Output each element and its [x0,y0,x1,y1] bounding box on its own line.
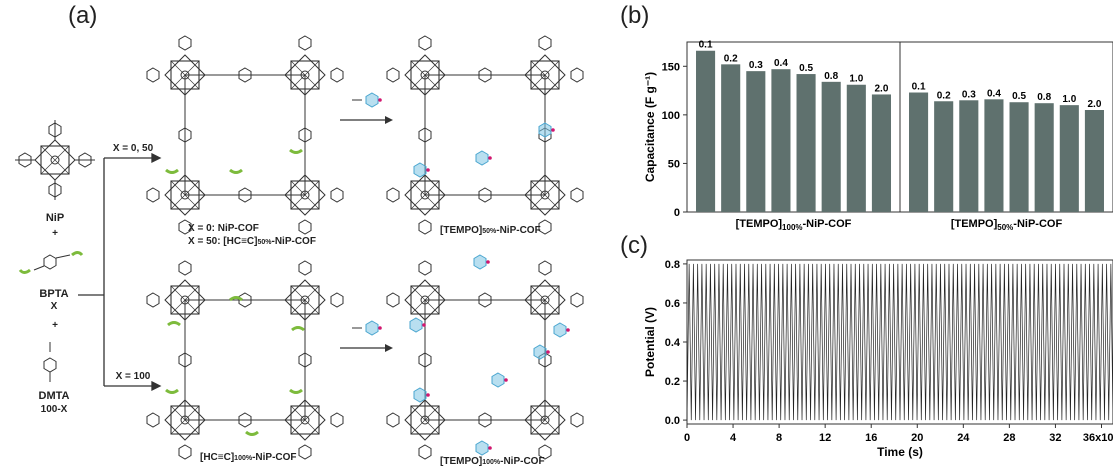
bar [1059,105,1079,212]
tempo-top-caption: [TEMPO]50%-NiP-COF [440,225,541,236]
y-tick-label: 0.4 [665,337,681,349]
cof-top-caption-2: X = 50: [HC≡C]50%-NiP-COF [188,236,316,247]
plus-sign-1: + [52,228,58,239]
bar [1084,110,1104,212]
panel-b-label: (b) [620,2,650,29]
click-arrow-bottom [340,320,393,352]
reaction-scheme [15,0,625,467]
bar [846,84,866,212]
group-label: [TEMPO]100%-NiP-COF [736,218,852,232]
click-arrow-top [340,92,393,124]
cof-top-caption-1: X = 0: NiP-COF [188,223,259,234]
bar [984,99,1004,212]
x-tick-label: 12 [819,432,831,444]
x-tick-label: 8 [776,432,782,444]
y-tick-label: 0.0 [665,415,680,427]
dmta-label: DMTA [38,390,70,402]
bar [871,94,891,212]
condition-top: X = 0, 50 [112,143,154,154]
x-axis-label: Time (s) [877,445,923,459]
x-tick-label: 4 [730,432,737,444]
nip-label: NiP [45,212,65,224]
bar-data-label: 1.0 [1062,94,1076,105]
bar-data-label: 0.8 [1037,92,1051,103]
x-tick-label: 20 [911,432,923,444]
bar [771,69,791,212]
panel-a-label: (a) [68,2,98,29]
x-tick-label: 24 [957,432,970,444]
bar-data-label: 0.5 [799,63,813,74]
bar [959,100,979,212]
cof-bottom-structure [147,261,343,459]
tempo-cof-bottom-structure [387,254,583,459]
condition-bottom: X = 100 [115,371,151,382]
bar-data-label: 0.5 [1012,91,1026,102]
x-tick-label: 28 [1003,432,1015,444]
bar [934,101,954,212]
x-tick-label: 0 [684,432,690,444]
potential-time-chart: 0.0 0.2 0.4 0.6 0.8 0 4 8 12 16 20 24 28 32 36x10³ Time… [643,259,1113,459]
dmta-x-label: 100-X [40,404,68,415]
plus-sign-2: + [52,320,58,331]
bar-data-label: 0.1 [912,82,926,93]
y-axis-label: Potential (V) [643,307,657,377]
bar-data-label: 0.1 [699,40,713,51]
bar [721,64,741,212]
capacitance-bar-chart: 0 50 100 150 Capacitance (F g⁻¹) 0.1 0.2 0.3 0.4… [643,40,1113,232]
bar-data-label: 2.0 [1087,99,1101,110]
y-tick-label: 0 [674,207,680,219]
x-tick-label: 32 [1049,432,1061,444]
y-tick-label: 0.6 [665,298,680,310]
bar [746,71,766,213]
bar [696,50,716,212]
bar-data-label: 0.3 [749,60,763,71]
bpta-x-label: X [50,301,58,312]
y-tick-label: 0.2 [665,376,680,388]
panel-c-label: (c) [620,232,648,259]
dmta-monomer-structure [43,342,57,382]
bar [909,92,929,212]
y-tick-label: 0.8 [665,259,680,271]
bpta-label: BPTA [39,288,69,300]
tempo-cof-top-structure [387,36,583,234]
bar-data-label: 0.8 [824,71,838,82]
nip-monomer-structure [15,120,95,200]
bar [1009,102,1029,212]
bpta-monomer-structure [18,251,84,274]
bar-data-label: 0.2 [937,90,951,101]
bar [1034,103,1054,212]
y-axis-label: Capacitance (F g⁻¹) [643,72,657,182]
cof-top-structure [147,36,343,234]
bar-data-label: 1.0 [849,74,863,85]
x-tick-label: 36x10³ [1083,429,1113,444]
potential-series-line [686,263,1113,421]
y-tick-label: 150 [662,61,680,73]
group-label: [TEMPO]50%-NiP-COF [951,218,1063,232]
bar-data-label: 0.2 [724,53,738,64]
bar [821,81,841,212]
y-tick-label: 100 [662,110,680,122]
bar-data-label: 0.4 [774,58,788,69]
y-tick-label: 50 [668,158,680,170]
x-tick-label: 16 [865,432,877,444]
bar [796,74,816,212]
bar-data-label: 2.0 [874,83,888,94]
bar-data-label: 0.3 [962,89,976,100]
tempo-bottom-caption: [TEMPO]100%-NiP-COF [440,456,545,467]
branch-arrows [78,152,162,392]
cof-bottom-caption: [HC≡C]100%-NiP-COF [200,452,297,463]
bar-data-label: 0.4 [987,88,1001,99]
